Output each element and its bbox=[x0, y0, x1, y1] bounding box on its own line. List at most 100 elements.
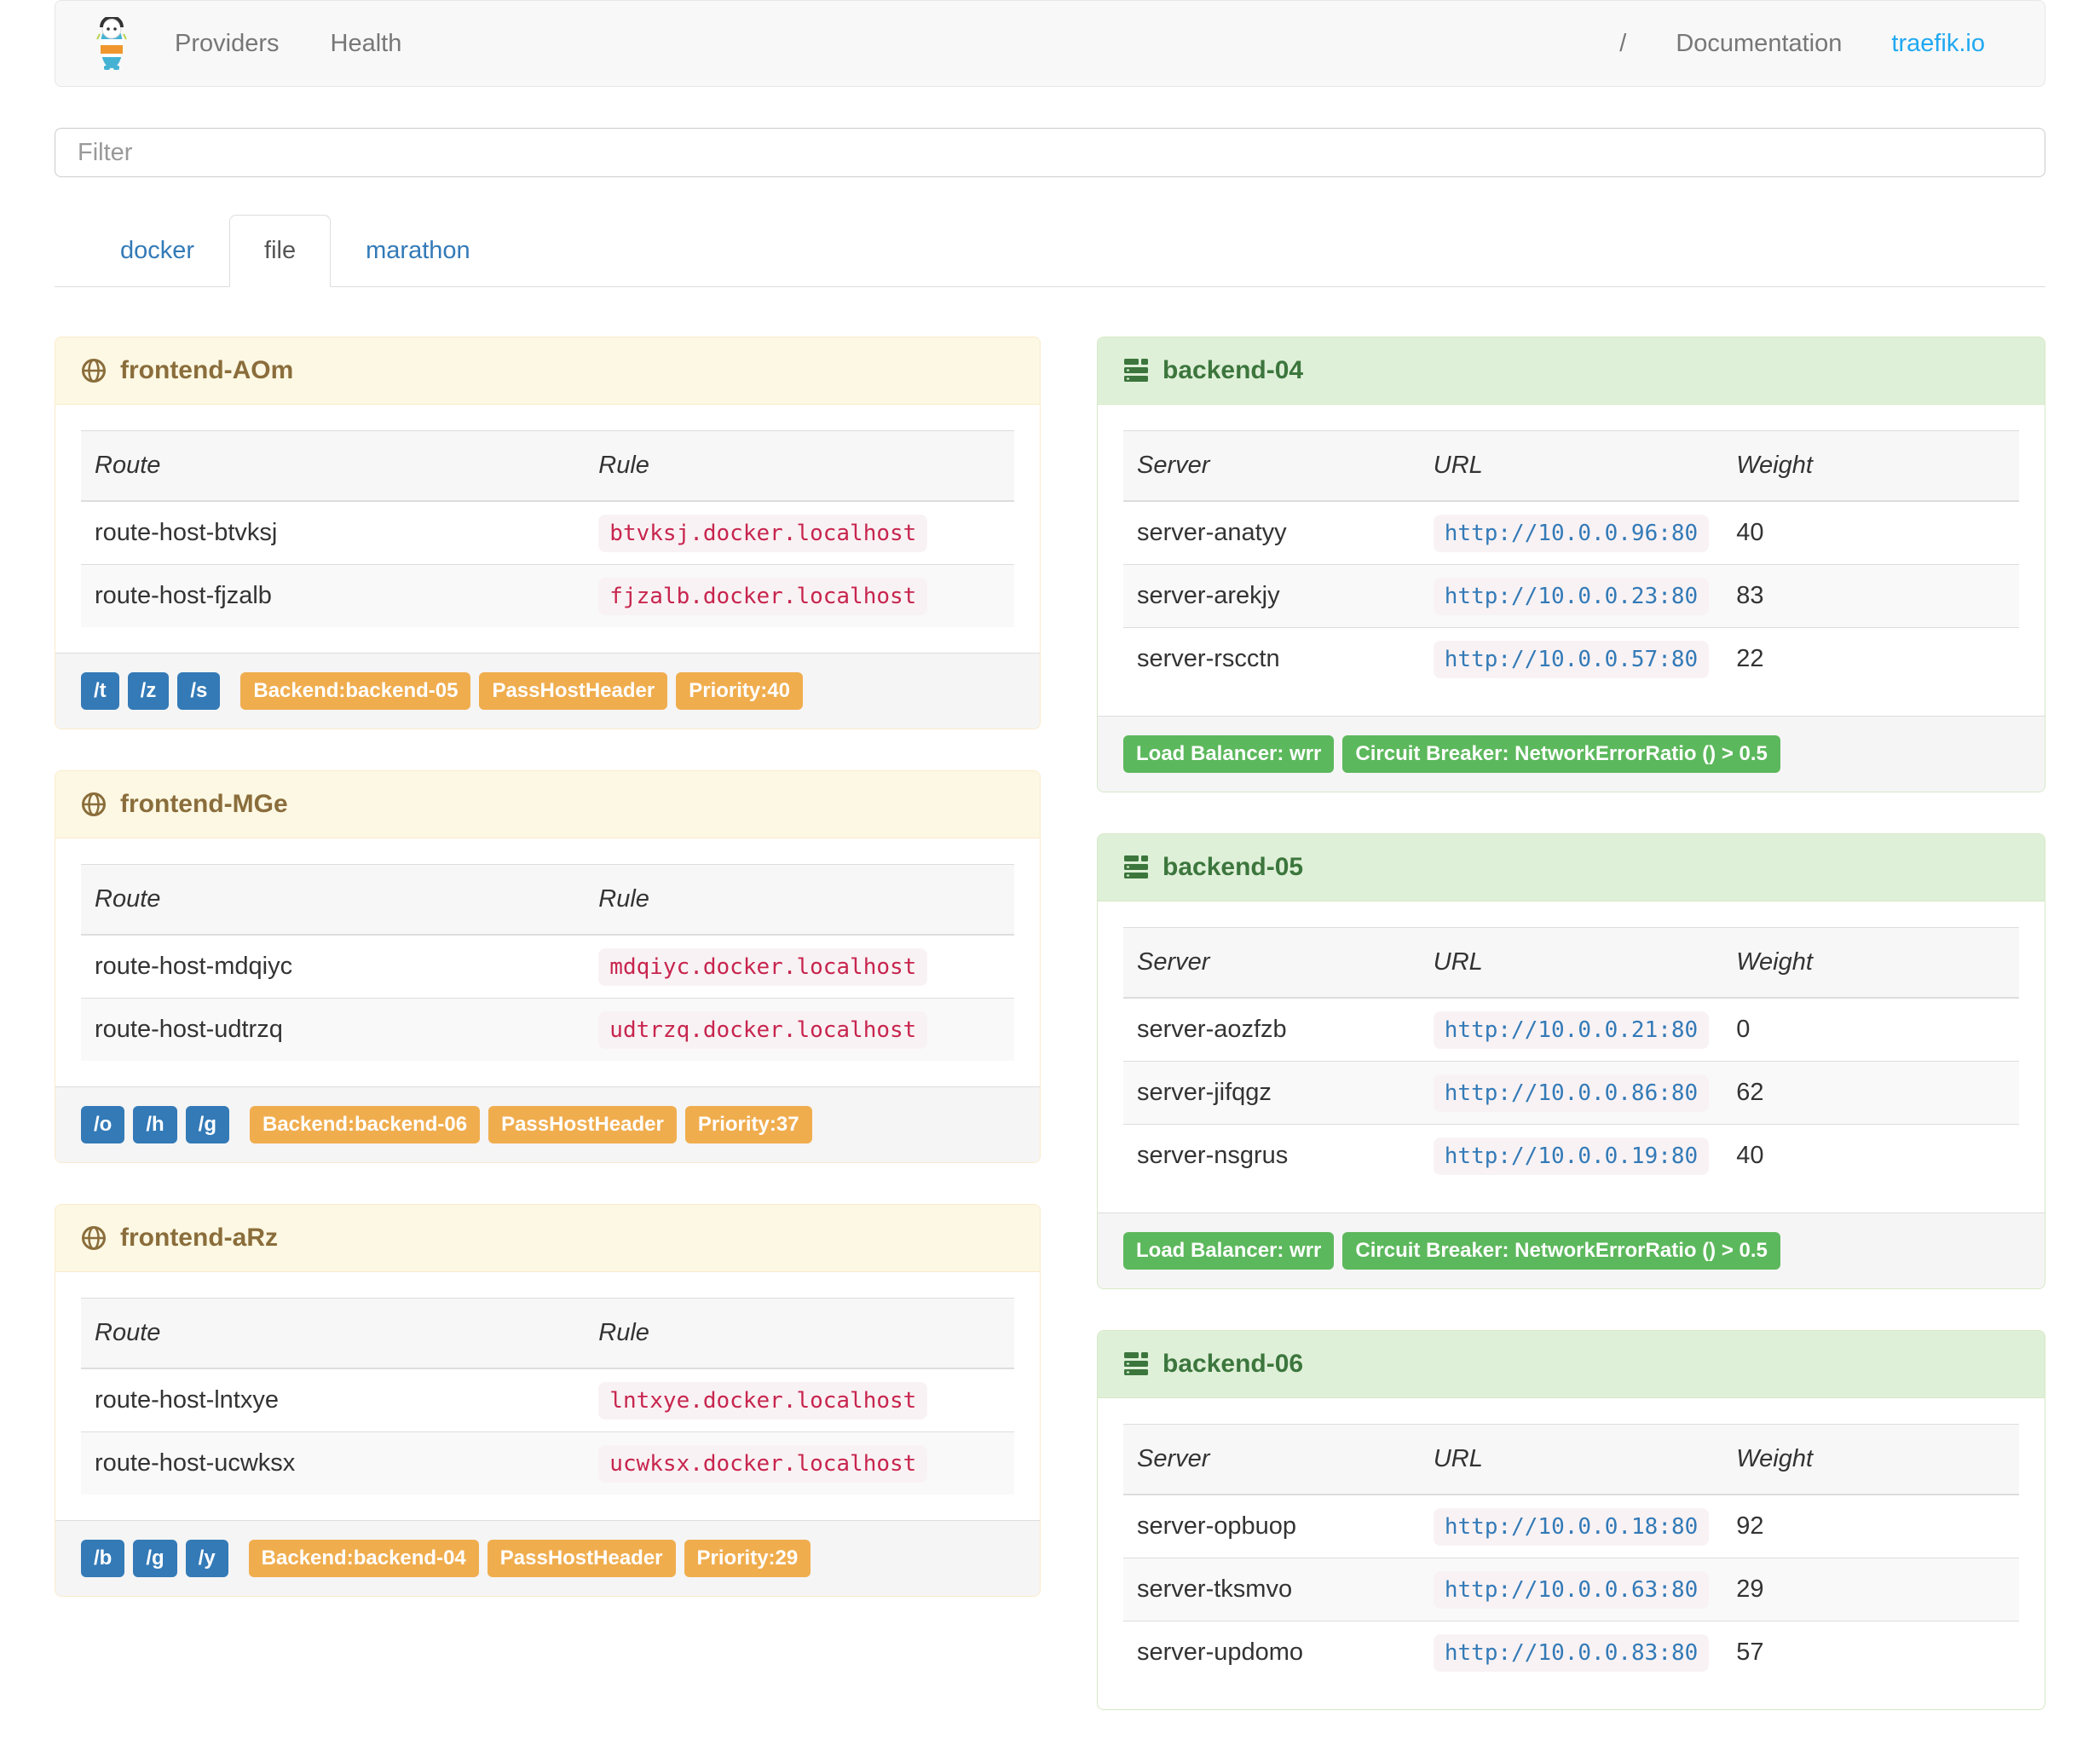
nav-root-path-link[interactable]: / bbox=[1619, 29, 1627, 57]
entrypoint-badge: /y bbox=[185, 1540, 228, 1577]
nav-item-health[interactable]: Health bbox=[330, 29, 402, 57]
server-name: server-aozfzb bbox=[1137, 1016, 1287, 1043]
server-name: server-updomo bbox=[1123, 1621, 1420, 1684]
server-name: server-tksmvo bbox=[1123, 1558, 1420, 1621]
column-header-weight: Weight bbox=[1722, 430, 2019, 502]
nav-item-traefik-io[interactable]: traefik.io bbox=[1891, 29, 1985, 57]
priority-badge: Priority:29 bbox=[684, 1540, 811, 1577]
provider-tabs: docker file marathon bbox=[55, 215, 2045, 287]
backend-panel-heading: backend-04 bbox=[1098, 337, 2045, 405]
backend-ref-badge: Backend:backend-06 bbox=[249, 1106, 481, 1143]
server-url: http://10.0.0.86:80 bbox=[1433, 1074, 1710, 1112]
nav-item-documentation[interactable]: Documentation bbox=[1676, 29, 1843, 57]
tab-docker[interactable]: docker bbox=[120, 237, 195, 264]
column-header-url: URL bbox=[1419, 430, 1723, 502]
server-name: server-jifqgz bbox=[1123, 1061, 1420, 1125]
table-row: route-host-mdqiyc mdqiyc.docker.localhos… bbox=[81, 935, 1014, 999]
server-url: http://10.0.0.21:80 bbox=[1433, 1011, 1710, 1049]
table-row: server-nsgrus http://10.0.0.19:80 40 bbox=[1123, 1124, 2019, 1187]
frontend-panel-aom: frontend-AOm Route Rule route-host-btvks… bbox=[55, 337, 1041, 729]
column-header-server: Server bbox=[1123, 430, 1420, 502]
servers-icon bbox=[1124, 359, 1148, 382]
server-weight: 0 bbox=[1736, 1016, 1751, 1043]
traefik-gopher-icon bbox=[96, 17, 127, 70]
column-header-route: Route bbox=[81, 864, 586, 936]
entrypoint-badge: /g bbox=[133, 1540, 177, 1577]
circuit-breaker-badge: Circuit Breaker: NetworkErrorRatio () > … bbox=[1342, 735, 1780, 773]
table-row: server-rscctn http://10.0.0.57:80 22 bbox=[1123, 627, 2019, 690]
route-rule: fjzalb.docker.localhost bbox=[598, 578, 928, 615]
backend-panel-heading: backend-05 bbox=[1098, 834, 2045, 901]
table-row: server-anatyy http://10.0.0.96:80 40 bbox=[1123, 501, 2019, 565]
panel-title: backend-05 bbox=[1162, 853, 1304, 881]
server-weight: 29 bbox=[1722, 1558, 2019, 1621]
circuit-breaker-badge: Circuit Breaker: NetworkErrorRatio () > … bbox=[1342, 1232, 1780, 1270]
server-weight: 83 bbox=[1722, 564, 2019, 628]
navbar-right: / Documentation traefik.io bbox=[1619, 30, 2022, 58]
column-header-route: Route bbox=[81, 430, 586, 502]
server-name: server-anatyy bbox=[1137, 519, 1287, 546]
server-weight: 57 bbox=[1722, 1621, 2019, 1684]
route-rule: udtrzq.docker.localhost bbox=[598, 1011, 928, 1049]
entrypoint-badge: /g bbox=[185, 1106, 229, 1143]
table-row: route-host-ucwksx ucwksx.docker.localhos… bbox=[81, 1431, 1014, 1495]
table-row: server-tksmvo http://10.0.0.63:80 29 bbox=[1123, 1558, 2019, 1621]
server-weight: 92 bbox=[1736, 1512, 1764, 1540]
tab-file[interactable]: file bbox=[229, 215, 332, 287]
filter-bar bbox=[55, 128, 2045, 177]
column-header-weight: Weight bbox=[1722, 927, 2019, 999]
frontend-panel-footer: /b /g /y Backend:backend-04 PassHostHead… bbox=[55, 1520, 1040, 1596]
globe-icon bbox=[82, 1226, 106, 1250]
servers-table: Server URL Weight server-opbuop http://1… bbox=[1123, 1424, 2019, 1684]
panel-title: frontend-AOm bbox=[120, 356, 294, 384]
globe-icon bbox=[82, 792, 106, 816]
passhostheader-badge: PassHostHeader bbox=[488, 1106, 677, 1143]
panel-title: frontend-aRz bbox=[120, 1224, 278, 1252]
server-url: http://10.0.0.19:80 bbox=[1433, 1138, 1710, 1175]
server-name: server-opbuop bbox=[1137, 1512, 1296, 1540]
server-url: http://10.0.0.57:80 bbox=[1433, 641, 1710, 678]
servers-icon bbox=[1124, 855, 1148, 878]
backend-panel-footer: Load Balancer: wrr Circuit Breaker: Netw… bbox=[1098, 716, 2045, 792]
nav-item-providers[interactable]: Providers bbox=[175, 29, 280, 57]
frontend-panel-mge: frontend-MGe Route Rule route-host-mdqiy… bbox=[55, 770, 1041, 1163]
tab-marathon[interactable]: marathon bbox=[366, 237, 470, 264]
entrypoint-badge: /o bbox=[81, 1106, 125, 1143]
column-header-rule: Rule bbox=[585, 430, 1014, 502]
table-row: server-jifqgz http://10.0.0.86:80 62 bbox=[1123, 1061, 2019, 1125]
route-name: route-host-mdqiyc bbox=[95, 953, 293, 980]
load-balancer-badge: Load Balancer: wrr bbox=[1123, 735, 1335, 773]
server-url: http://10.0.0.23:80 bbox=[1433, 578, 1710, 615]
table-row: route-host-udtrzq udtrzq.docker.localhos… bbox=[81, 998, 1014, 1061]
passhostheader-badge: PassHostHeader bbox=[479, 672, 668, 710]
server-url: http://10.0.0.63:80 bbox=[1433, 1571, 1710, 1609]
servers-table: Server URL Weight server-anatyy http://1… bbox=[1123, 430, 2019, 690]
frontend-panel-footer: /t /z /s Backend:backend-05 PassHostHead… bbox=[55, 653, 1040, 729]
servers-table: Server URL Weight server-aozfzb http://1… bbox=[1123, 927, 2019, 1187]
column-header-url: URL bbox=[1419, 927, 1723, 999]
traefik-logo[interactable] bbox=[96, 17, 127, 70]
passhostheader-badge: PassHostHeader bbox=[487, 1540, 676, 1577]
frontend-panel-heading: frontend-aRz bbox=[55, 1205, 1040, 1272]
column-header-url: URL bbox=[1419, 1424, 1723, 1495]
table-row: route-host-lntxye lntxye.docker.localhos… bbox=[81, 1368, 1014, 1432]
table-row: server-opbuop http://10.0.0.18:80 92 bbox=[1123, 1495, 2019, 1558]
backend-panel-04: backend-04 Server URL Weight server-anat… bbox=[1097, 337, 2045, 792]
server-weight: 62 bbox=[1722, 1061, 2019, 1125]
routes-table: Route Rule route-host-btvksj btvksj.dock… bbox=[81, 430, 1014, 627]
filter-input[interactable] bbox=[55, 128, 2045, 177]
frontend-panel-heading: frontend-AOm bbox=[55, 337, 1040, 405]
entrypoint-badge: /b bbox=[81, 1540, 125, 1577]
table-row: server-arekjy http://10.0.0.23:80 83 bbox=[1123, 564, 2019, 628]
server-weight: 40 bbox=[1722, 1124, 2019, 1187]
server-weight: 22 bbox=[1722, 627, 2019, 690]
servers-icon bbox=[1124, 1352, 1148, 1375]
column-header-server: Server bbox=[1123, 927, 1420, 999]
route-name: route-host-btvksj bbox=[95, 519, 278, 546]
server-url: http://10.0.0.83:80 bbox=[1433, 1634, 1710, 1672]
column-header-route: Route bbox=[81, 1298, 586, 1369]
entrypoint-badge: /z bbox=[127, 672, 170, 710]
backend-ref-badge: Backend:backend-05 bbox=[240, 672, 471, 710]
backend-ref-badge: Backend:backend-04 bbox=[248, 1540, 479, 1577]
route-rule: mdqiyc.docker.localhost bbox=[598, 948, 928, 986]
